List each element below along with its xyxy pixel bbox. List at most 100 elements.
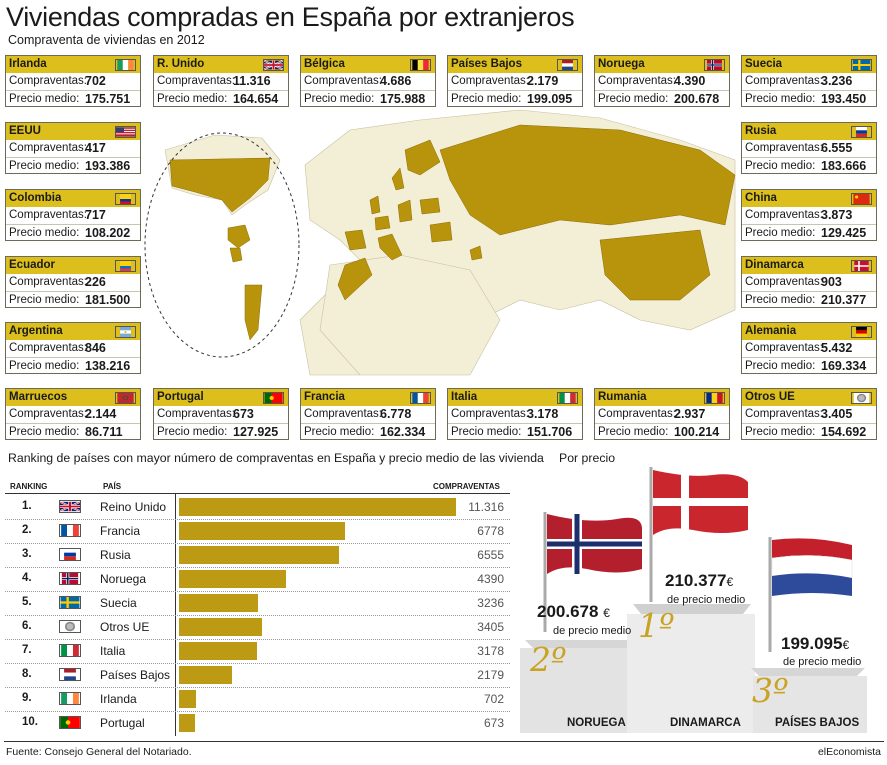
value-label: 3178 (477, 644, 504, 658)
value-label: 3405 (477, 620, 504, 634)
precio-label: Precio medio: (157, 426, 228, 438)
card-ecuador: Ecuador Compraventas: 226 Precio medio: 181.… (5, 256, 141, 308)
card-precio-row: Precio medio: 162.334 (301, 423, 435, 441)
row-separator (5, 615, 510, 616)
norway-flag-icon (59, 572, 81, 585)
italy-flag-icon (557, 392, 578, 404)
precio-value: 162.334 (380, 425, 426, 439)
card-country-name: Irlanda (9, 58, 47, 70)
card-country-name: Francia (304, 391, 345, 403)
compraventas-value: 4.686 (380, 74, 412, 88)
compraventas-value: 3.873 (821, 208, 853, 222)
row-separator (5, 639, 510, 640)
card-title: Países Bajos (448, 56, 582, 73)
ranking-row: 6. Otros UE 3405 (0, 616, 510, 638)
card-compraventas-row: Compraventas: 3.236 (742, 73, 876, 90)
card-title: Dinamarca (742, 257, 876, 274)
card-rusia: Rusia Compraventas: 6.555 Precio medio: 183.… (741, 122, 877, 174)
rank-number: 5. (22, 596, 32, 608)
first-label: de precio medio (667, 594, 746, 606)
page-title: Viviendas compradas en España por extran… (6, 2, 575, 32)
belgium-flag-icon (410, 59, 431, 71)
card-title: Irlanda (6, 56, 140, 73)
ranking-row: 3. Rusia 6555 (0, 544, 510, 566)
row-separator (5, 543, 510, 544)
card-compraventas-row: Compraventas: 11.316 (154, 73, 288, 90)
card-precio-row: Precio medio: 169.334 (742, 357, 876, 375)
card-precio-row: Precio medio: 200.678 (595, 90, 729, 108)
card-country-name: Países Bajos (451, 58, 522, 70)
card-country-name: Portugal (157, 391, 204, 403)
card-precio-row: Precio medio: 193.386 (6, 157, 140, 175)
card-precio-row: Precio medio: 210.377 (742, 291, 876, 309)
compraventas-value: 11.316 (233, 74, 271, 88)
ranking-row: 8. Países Bajos 2179 (0, 664, 510, 686)
sweden-flag-icon (851, 59, 872, 71)
country-label: Noruega (100, 572, 147, 586)
rank-number: 6. (22, 620, 32, 632)
card-country-name: Italia (451, 391, 478, 403)
credit: elEconomista (817, 746, 881, 758)
first-country: DINAMARCA (670, 717, 741, 729)
precio-label: Precio medio: (745, 93, 816, 105)
card-compraventas-row: Compraventas: 3.405 (742, 406, 876, 423)
card-compraventas-row: Compraventas: 6.555 (742, 140, 876, 157)
card-compraventas-row: Compraventas: 6.778 (301, 406, 435, 423)
compraventas-value: 4.390 (674, 74, 706, 88)
bar (179, 522, 345, 540)
card-title: Francia (301, 389, 435, 406)
country-label: Suecia (100, 596, 137, 610)
card-title: Noruega (595, 56, 729, 73)
rank-number: 10. (22, 716, 38, 728)
country-label: Francia (100, 524, 141, 538)
value-label: 702 (483, 692, 504, 706)
card-compraventas-row: Compraventas: 3.178 (448, 406, 582, 423)
card-country-name: Ecuador (9, 259, 56, 271)
country-label: Países Bajos (100, 668, 171, 682)
card-country-name: Argentina (9, 325, 63, 337)
card-compraventas-row: Compraventas: 4.390 (595, 73, 729, 90)
ranking-row: 1. Reino Unido 11.316 (0, 496, 510, 518)
card-country-name: Bélgica (304, 58, 345, 70)
bar (179, 714, 195, 732)
card-runido: R. Unido Compraventas: 11.316 Precio medio:… (153, 55, 289, 107)
second-rank: 2º (530, 640, 567, 679)
bar (179, 570, 286, 588)
row-separator (5, 711, 510, 712)
card-noruega: Noruega Compraventas: 4.390 Precio medio: 20… (594, 55, 730, 107)
card-marruecos: Marruecos Compraventas: 2.144 Precio medio:… (5, 388, 141, 440)
card-argentina: Argentina Compraventas: 846 Precio medio: 13… (5, 322, 141, 374)
compraventas-label: Compraventas: (157, 408, 235, 420)
third-rank: 3º (752, 671, 789, 710)
card-compraventas-row: Compraventas: 417 (6, 140, 140, 157)
card-country-name: R. Unido (157, 58, 205, 70)
ranking-row: 7. Italia 3178 (0, 640, 510, 662)
ireland-flag-icon (115, 59, 136, 71)
card-country-name: Marruecos (9, 391, 68, 403)
precio-label: Precio medio: (157, 93, 228, 105)
value-label: 11.316 (468, 500, 504, 514)
country-label: Irlanda (100, 692, 137, 706)
precio-label: Precio medio: (745, 227, 816, 239)
card-rumania: Rumania Compraventas: 2.937 Precio medio: 10… (594, 388, 730, 440)
card-dinamarca: Dinamarca Compraventas: 903 Precio medio: 21… (741, 256, 877, 308)
compraventas-label: Compraventas: (451, 408, 529, 420)
precio-label: Precio medio: (9, 227, 80, 239)
card-precio-row: Precio medio: 108.202 (6, 224, 140, 242)
card-compraventas-row: Compraventas: 2.937 (595, 406, 729, 423)
france-flag-icon (410, 392, 431, 404)
precio-label: Precio medio: (745, 294, 816, 306)
value-label: 4390 (477, 572, 504, 586)
morocco-flag-icon (115, 392, 136, 404)
precio-value: 154.692 (821, 425, 867, 439)
country-label: Rusia (100, 548, 131, 562)
compraventas-label: Compraventas: (304, 408, 382, 420)
card-precio-row: Precio medio: 193.450 (742, 90, 876, 108)
card-precio-row: Precio medio: 138.216 (6, 357, 140, 375)
third-price: 199.095€ (781, 634, 850, 653)
precio-label: Precio medio: (745, 426, 816, 438)
card-title: Marruecos (6, 389, 140, 406)
precio-value: 169.334 (821, 359, 867, 373)
page-subtitle: Compraventa de viviendas en 2012 (8, 33, 205, 47)
precio-value: 127.925 (233, 425, 279, 439)
